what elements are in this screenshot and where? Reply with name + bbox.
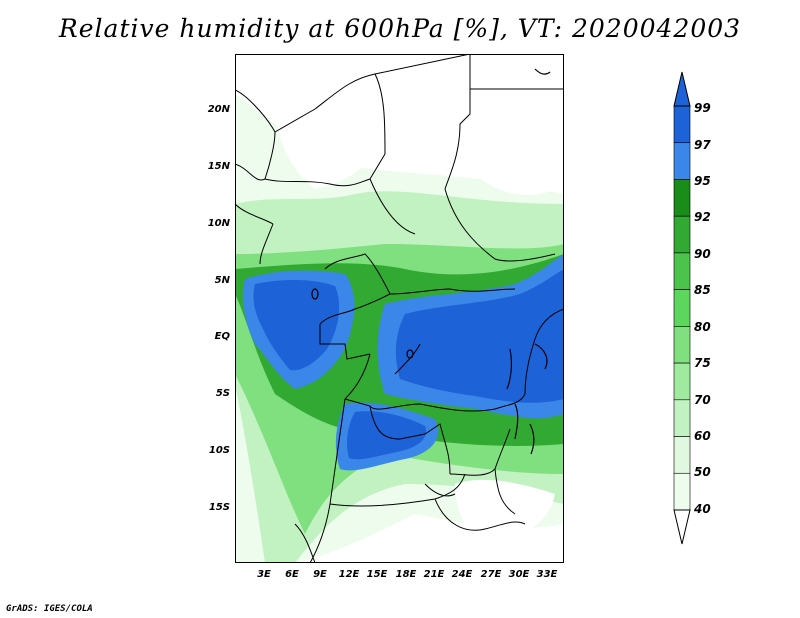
colorbar-segment <box>673 289 691 327</box>
lon-label-15e: 15E <box>366 569 388 580</box>
lon-label-18e: 18E <box>395 569 417 580</box>
colorbar-label-97: 97 <box>694 138 711 152</box>
colorbar-label-70: 70 <box>694 393 711 407</box>
colorbar-segment <box>673 105 691 144</box>
colorbar <box>673 71 691 545</box>
humidity-97-99-west <box>253 280 340 371</box>
dry-patch-north <box>275 109 385 189</box>
colorbar-segment <box>673 326 691 364</box>
map-frame <box>235 54 564 563</box>
colorbar-label-60: 60 <box>694 429 711 443</box>
colorbar-label-99: 99 <box>694 101 711 115</box>
lon-label-27e: 27E <box>480 569 502 580</box>
coastline <box>235 54 551 563</box>
lakes <box>311 288 548 455</box>
colorbar-segment <box>673 179 691 217</box>
lon-label-30e: 30E <box>508 569 530 580</box>
lat-label-20n: 20N <box>207 104 230 115</box>
colorbar-segment <box>673 472 691 511</box>
dry-patch-northwest <box>235 54 295 85</box>
humidity-field <box>235 54 564 563</box>
colorbar-segment <box>673 252 691 290</box>
colorbar-label-75: 75 <box>694 356 711 370</box>
lat-label-5n: 5N <box>214 275 230 286</box>
lat-label-10s: 10S <box>208 445 230 456</box>
colorbar-label-92: 92 <box>694 210 711 224</box>
lat-label-15s: 15S <box>208 502 230 513</box>
colorbar-segment <box>673 142 691 180</box>
lon-label-6e: 6E <box>285 569 299 580</box>
humidity-97-99-central <box>395 269 564 403</box>
colorbar-label-50: 50 <box>694 465 711 479</box>
lon-label-9e: 9E <box>313 569 327 580</box>
colorbar-label-85: 85 <box>694 283 711 297</box>
colorbar-segment <box>673 362 691 401</box>
colorbar-segment <box>673 436 691 474</box>
lat-label-eq: EQ <box>214 331 230 342</box>
country-borders <box>235 54 564 563</box>
map-title: Relative humidity at 600hPa [%], VT: 202… <box>58 14 742 43</box>
humidity-97-99-south <box>347 411 427 460</box>
colorbar-label-40: 40 <box>694 502 711 516</box>
lat-label-10n: 10N <box>207 218 230 229</box>
colorbar-segment <box>673 215 691 254</box>
lon-label-24e: 24E <box>451 569 473 580</box>
humidity-map <box>235 54 564 563</box>
lon-label-33e: 33E <box>536 569 558 580</box>
lat-label-15n: 15N <box>207 161 230 172</box>
colorbar-label-90: 90 <box>694 247 711 261</box>
dry-patch-southeast <box>455 479 555 544</box>
lon-label-21e: 21E <box>423 569 445 580</box>
colorbar-segment <box>673 399 691 437</box>
lon-label-12e: 12E <box>338 569 360 580</box>
lon-label-3e: 3E <box>257 569 271 580</box>
lat-label-5s: 5S <box>215 388 230 399</box>
colorbar-top-arrow <box>673 71 691 107</box>
colorbar-bottom-arrow <box>673 509 691 545</box>
colorbar-label-95: 95 <box>694 174 711 188</box>
dry-patch-northeast <box>459 60 564 195</box>
grads-credit: GrADS: IGES/COLA <box>6 604 93 614</box>
colorbar-label-80: 80 <box>694 320 711 334</box>
